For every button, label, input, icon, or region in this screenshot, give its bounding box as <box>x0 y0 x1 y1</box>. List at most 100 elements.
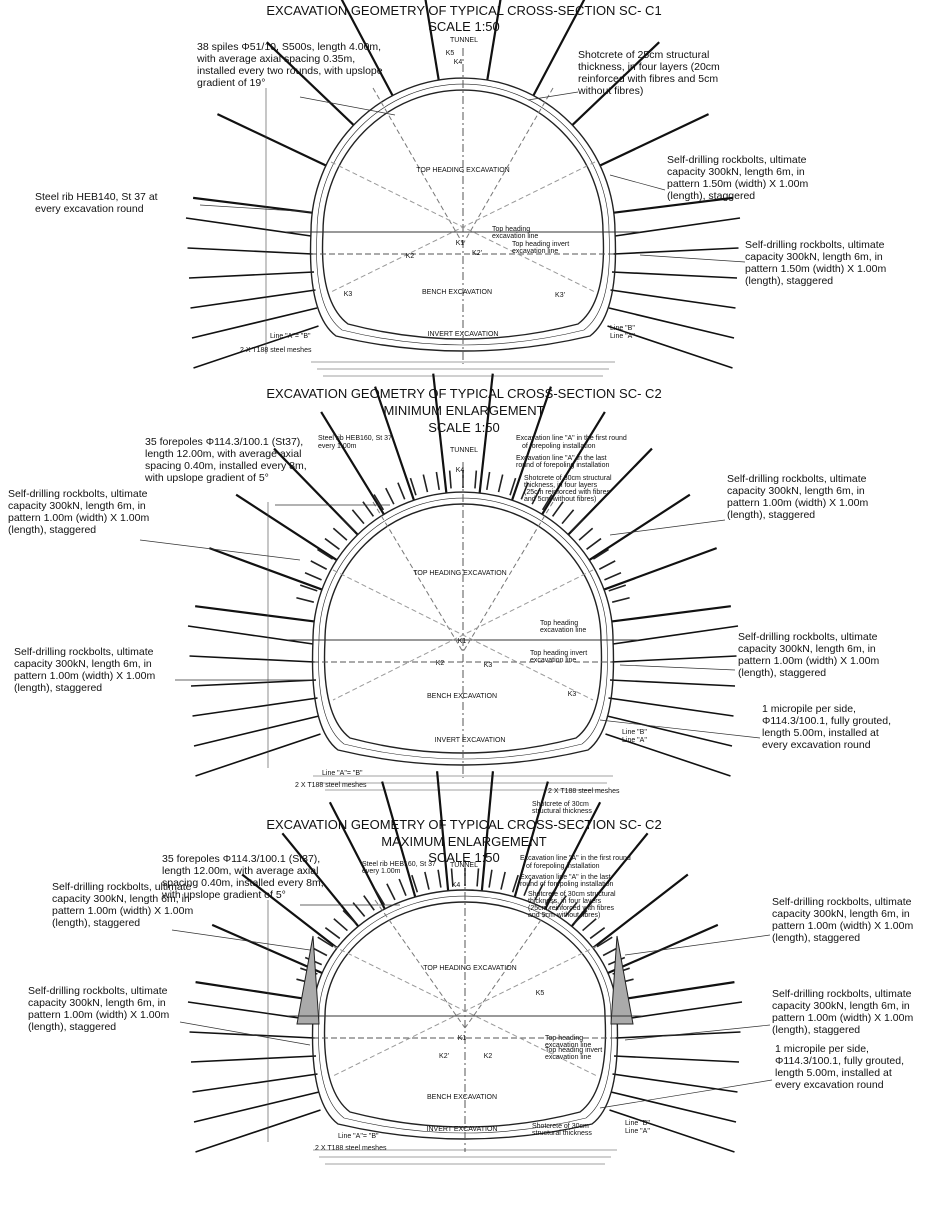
rockbolt <box>188 1002 313 1020</box>
annotation: Self-drilling rockbolts, ultimate <box>667 154 807 166</box>
rockbolt <box>188 248 313 254</box>
annotation: every excavation round <box>35 203 144 215</box>
section-title: EXCAVATION GEOMETRY OF TYPICAL CROSS-SEC… <box>266 3 661 18</box>
annotation: (length), staggered <box>738 667 826 679</box>
drawing-label: K2 <box>406 253 415 260</box>
rockbolt <box>191 680 316 686</box>
cross-section: EXCAVATION GEOMETRY OF TYPICAL CROSS-SEC… <box>28 771 913 1164</box>
forepole <box>386 488 394 504</box>
drawing-label: K5 <box>446 50 455 57</box>
annotation: length 5.00m, installed at <box>762 727 879 739</box>
drawing-label: Line "A" <box>622 737 647 744</box>
drawing-label: (25cm reinforced with fibres <box>524 489 610 496</box>
annotation: every excavation round <box>775 1079 884 1091</box>
rockbolt <box>191 1056 316 1062</box>
annotation: pattern 1.00m (width) X 1.00m <box>28 1009 169 1021</box>
drawing-label: Line "B" <box>625 1120 650 1127</box>
rockbolt <box>604 548 717 589</box>
drawing-label: (25cm reinforced with fibres <box>528 905 614 912</box>
annotation: (length), staggered <box>14 682 102 694</box>
annotation: (length), staggered <box>8 524 96 536</box>
forepole <box>364 896 374 911</box>
annotation: 38 spiles Φ51/10, S500s, length 4.00m, <box>197 41 381 53</box>
drawing-sheet: EXCAVATION GEOMETRY OF TYPICAL CROSS-SEC… <box>0 0 928 1206</box>
annotation: every excavation round <box>762 739 871 751</box>
drawing-label: K5 <box>536 990 545 997</box>
annotation: (length), staggered <box>772 1024 860 1036</box>
drawing-label: thickness, in four layers <box>528 898 602 905</box>
drawing-label: 2 X T188 steel meshes <box>548 788 620 795</box>
drawing-label: TOP HEADING EXCAVATION <box>416 167 509 174</box>
drawing-label: every 1.00m <box>362 868 401 875</box>
rockbolt <box>321 412 384 514</box>
rockbolt <box>612 656 737 662</box>
leader-line <box>610 175 665 190</box>
rockbolt <box>193 1074 318 1092</box>
forepole <box>352 510 364 524</box>
rockbolt <box>188 626 313 644</box>
rockbolt <box>217 114 325 165</box>
drawing-label: K2' <box>472 250 482 257</box>
drawing-label: K1 <box>458 1035 467 1042</box>
annotation: Φ114.3/100.1, fully grouted, <box>775 1055 904 1067</box>
drawing-label: INVERT EXCAVATION <box>435 737 506 744</box>
forepole <box>604 573 621 580</box>
drawing-label: Top heading <box>545 1035 583 1042</box>
annotation: (length), staggered <box>772 932 860 944</box>
drawing-label: round of forepoling installation <box>520 881 614 888</box>
leader-line <box>620 665 735 670</box>
drawing-label: excavation line <box>545 1054 591 1061</box>
forepole <box>398 483 405 500</box>
forepole <box>487 472 490 490</box>
rockbolt <box>193 698 318 716</box>
construction-line <box>375 900 465 1028</box>
drawing-label: TUNNEL <box>450 447 478 454</box>
drawing-label: Excavation line "A" in the last <box>520 874 611 881</box>
forepole <box>593 549 608 559</box>
rockbolt <box>209 548 322 589</box>
rockbolt <box>191 290 316 308</box>
drawing-label: Line "A" <box>625 1128 650 1135</box>
construction-line <box>373 502 463 652</box>
annotation: capacity 300kN, length 6m, in <box>52 893 190 905</box>
drawing-label: TOP HEADING EXCAVATION <box>423 965 516 972</box>
rockbolt <box>186 218 311 236</box>
annotation: pattern 1.00m (width) X 1.00m <box>52 905 193 917</box>
annotation: Self-drilling rockbolts, ultimate <box>8 488 148 500</box>
annotation: 35 forepoles Φ114.3/100.1 (St37), <box>162 853 320 865</box>
annotation: Self-drilling rockbolts, ultimate <box>738 631 878 643</box>
forepole <box>363 502 373 517</box>
annotation: capacity 300kN, length 6m, in <box>8 500 146 512</box>
annotation: length 12.00m, with average axial <box>145 448 301 460</box>
drawing-label: Shotcrete of 30cm structural <box>524 475 612 482</box>
drawing-label: Top heading <box>540 620 578 627</box>
forepole <box>477 868 478 886</box>
drawing-label: round of forepoling installation <box>516 462 610 469</box>
forepole <box>475 471 476 489</box>
forepole <box>579 528 593 540</box>
drawing-label: Top heading invert <box>512 241 569 248</box>
leader-line <box>625 1025 770 1040</box>
leader-line <box>610 520 725 535</box>
drawing-label: BENCH EXCAVATION <box>427 693 497 700</box>
forepole <box>333 528 347 540</box>
forepole <box>612 598 629 602</box>
annotation: 35 forepoles Φ114.3/100.1 (St37), <box>145 436 303 448</box>
forepole <box>562 510 574 524</box>
leader-line <box>180 1022 310 1045</box>
drawing-label: every 1.00m <box>318 443 357 450</box>
section-title: MINIMUM ENLARGEMENT <box>383 403 544 418</box>
rockbolt <box>212 925 322 973</box>
forepole <box>296 598 313 602</box>
section-title: SCALE 1:50 <box>428 19 500 34</box>
rockbolt <box>613 626 738 644</box>
rockbolt <box>612 606 731 621</box>
drawing-label: TUNNEL <box>450 862 478 869</box>
rockbolt <box>189 272 314 278</box>
rockbolt <box>614 248 739 254</box>
rockbolt <box>196 982 315 1000</box>
rockbolt <box>617 1002 742 1020</box>
annotation: with upslope gradient of 5° <box>144 472 269 484</box>
drawing-label: of forepoling installation <box>522 443 596 450</box>
forepole <box>501 872 505 890</box>
